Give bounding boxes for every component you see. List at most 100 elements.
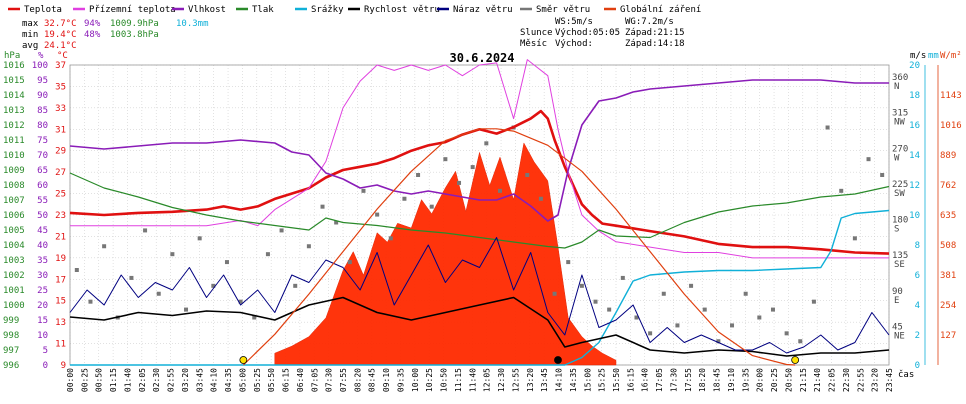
legend-label-7: Směr větru — [536, 5, 590, 15]
dir-point-27 — [443, 157, 448, 162]
tick-pct-2: 10 — [37, 331, 48, 341]
legend-label-3: Tlak — [252, 5, 274, 15]
x-tick-38: 15:50 — [612, 368, 621, 392]
dir-point-42 — [648, 331, 653, 336]
x-tick-17: 07:05 — [310, 368, 319, 392]
dir-point-18 — [320, 204, 325, 209]
tick-dir-7: 315 — [892, 109, 908, 119]
tick-dir-lbl-8: N — [894, 82, 899, 92]
x-tick-45: 18:45 — [713, 368, 722, 392]
sun-rise: Východ:05:05 — [555, 28, 620, 38]
tick-pct-8: 40 — [37, 241, 48, 251]
left-axes: 9969979989991000100110021003100410051006… — [3, 61, 66, 371]
tick-wm2-6: 889 — [940, 151, 956, 161]
dir-point-44 — [675, 323, 680, 328]
dir-point-56 — [839, 188, 844, 193]
tick-degc-7: 23 — [55, 211, 66, 221]
dir-point-54 — [811, 299, 816, 304]
tick-hpa-18: 1014 — [3, 91, 25, 101]
tick-degc-10: 29 — [55, 147, 66, 157]
dir-point-6 — [156, 291, 161, 296]
x-tick-36: 15:00 — [583, 368, 592, 392]
dir-point-26 — [429, 204, 434, 209]
tick-ms-9: 18 — [909, 91, 920, 101]
tick-ms-8: 16 — [909, 121, 920, 131]
tick-pct-17: 85 — [37, 106, 48, 116]
x-tick-44: 18:20 — [698, 368, 707, 392]
dir-point-8 — [184, 307, 189, 312]
x-tick-1: 00:25 — [80, 368, 89, 392]
x-tick-50: 20:50 — [784, 368, 793, 392]
tick-pct-14: 70 — [37, 151, 48, 161]
dir-point-17 — [306, 244, 311, 249]
x-tick-5: 02:05 — [138, 368, 147, 392]
x-tick-49: 20:25 — [770, 368, 779, 392]
dir-point-43 — [661, 291, 666, 296]
x-tick-22: 09:10 — [382, 368, 391, 392]
dir-point-9 — [197, 236, 202, 241]
tick-hpa-7: 1003 — [3, 256, 25, 266]
series-line-3 — [69, 172, 890, 249]
x-tick-51: 21:15 — [799, 368, 808, 392]
unit-time: čas — [898, 369, 914, 380]
tick-degc-4: 17 — [55, 275, 66, 285]
x-tick-32: 13:20 — [526, 368, 535, 392]
moonset-marker — [554, 356, 562, 364]
tick-wm2-8: 1143 — [940, 91, 962, 101]
tick-degc-13: 35 — [55, 82, 66, 92]
tick-dir-lbl-7: NW — [894, 118, 905, 128]
dir-point-59 — [880, 173, 885, 177]
tick-dir-2: 90 — [892, 287, 903, 297]
tick-ms-10: 20 — [909, 61, 920, 71]
tick-wm2-2: 381 — [940, 271, 956, 281]
dir-point-38 — [593, 299, 598, 304]
stat-avg-temp: 24.1°C — [44, 41, 77, 51]
dir-point-29 — [470, 165, 475, 170]
chart-date-title: 30.6.2024 — [449, 51, 514, 65]
x-tick-25: 10:25 — [425, 368, 434, 392]
x-tick-48: 20:00 — [756, 368, 765, 392]
dir-point-35 — [552, 291, 557, 296]
dir-point-28 — [457, 180, 462, 185]
legend-label-1: Přízemní teplota — [89, 5, 176, 15]
sun-set: Západ:21:15 — [625, 28, 685, 38]
tick-degc-1: 11 — [55, 340, 66, 350]
tick-pct-5: 25 — [37, 286, 48, 296]
dir-point-19 — [334, 220, 339, 225]
tick-degc-0: 9 — [61, 361, 66, 371]
dir-point-48 — [730, 323, 735, 328]
tick-dir-lbl-5: SW — [894, 189, 905, 199]
dir-point-40 — [620, 275, 625, 280]
tick-hpa-11: 1007 — [3, 196, 25, 206]
unit-degc: °C — [57, 51, 68, 61]
tick-hpa-15: 1011 — [3, 136, 25, 146]
series-line-4 — [70, 209, 890, 366]
tick-degc-11: 31 — [55, 125, 66, 135]
dir-point-1 — [88, 299, 93, 304]
x-tick-4: 01:40 — [123, 368, 132, 392]
tick-dir-4: 180 — [892, 216, 908, 226]
x-tick-10: 04:10 — [210, 368, 219, 392]
dir-point-23 — [388, 236, 393, 241]
dir-point-11 — [224, 260, 229, 265]
x-tick-41: 17:05 — [655, 368, 664, 392]
dir-point-47 — [716, 339, 721, 344]
x-axis-ticks: 00:00 00:25 00:50 01:15 01:40 02:05 02:30 02:55… — [66, 368, 894, 392]
dir-point-10 — [211, 283, 216, 288]
tick-hpa-20: 1016 — [3, 61, 25, 71]
ws-value: WS:5m/s — [555, 17, 593, 27]
x-tick-42: 17:30 — [669, 368, 678, 392]
tick-hpa-6: 1002 — [3, 271, 25, 281]
tick-dir-lbl-3: SE — [894, 260, 905, 270]
x-tick-23: 09:35 — [396, 368, 405, 392]
tick-pct-6: 30 — [37, 271, 48, 281]
tick-dir-5: 225 — [892, 180, 908, 190]
tick-wm2-3: 508 — [940, 241, 956, 251]
stat-min-label: min — [22, 30, 38, 40]
moon-label: Měsíc — [520, 39, 547, 49]
x-tick-28: 11:40 — [468, 368, 477, 392]
legend: Teplota Přízemní teplota Vlhkost Tlak Srážky… — [8, 5, 701, 15]
legend-label-8: Globální záření — [620, 5, 701, 15]
